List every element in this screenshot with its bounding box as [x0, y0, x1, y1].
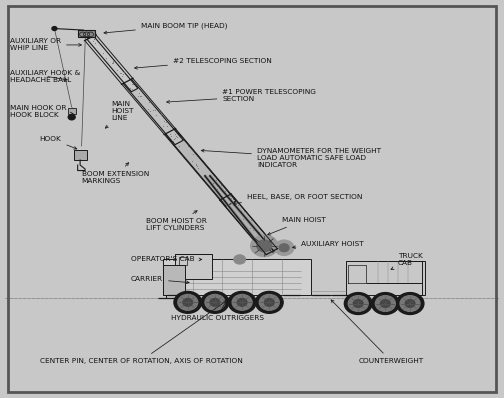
FancyBboxPatch shape — [78, 30, 95, 37]
Text: BOOM EXTENSION
MARKINGS: BOOM EXTENSION MARKINGS — [82, 163, 149, 184]
Circle shape — [396, 293, 424, 314]
Circle shape — [174, 291, 202, 313]
FancyBboxPatch shape — [74, 150, 87, 160]
FancyBboxPatch shape — [68, 108, 76, 114]
Text: MAIN HOIST: MAIN HOIST — [268, 217, 326, 235]
Text: DYNAMOMETER FOR THE WEIGHT
LOAD AUTOMATIC SAFE LOAD
INDICATOR: DYNAMOMETER FOR THE WEIGHT LOAD AUTOMATI… — [201, 148, 381, 168]
Circle shape — [234, 255, 245, 264]
Circle shape — [205, 295, 225, 310]
Text: MAIN BOOM TIP (HEAD): MAIN BOOM TIP (HEAD) — [104, 22, 227, 34]
Circle shape — [201, 291, 229, 313]
Circle shape — [274, 240, 294, 256]
Circle shape — [52, 27, 57, 31]
Text: #2 TELESCOPING SECTION: #2 TELESCOPING SECTION — [135, 58, 272, 69]
Circle shape — [375, 296, 395, 311]
Text: TRUCK
CAB: TRUCK CAB — [391, 253, 422, 269]
Polygon shape — [220, 194, 278, 255]
Polygon shape — [123, 79, 183, 144]
Text: HYDRAULIC OUTRIGGERS: HYDRAULIC OUTRIGGERS — [170, 298, 264, 321]
Circle shape — [344, 293, 372, 314]
Text: AUXILIARY HOIST: AUXILIARY HOIST — [293, 241, 364, 249]
Text: CENTER PIN, CENTER OF ROTATION, AXIS OF ROTATION: CENTER PIN, CENTER OF ROTATION, AXIS OF … — [40, 300, 242, 364]
Text: CARRIER: CARRIER — [131, 276, 189, 284]
Text: AUXILIARY OR
WHIP LINE: AUXILIARY OR WHIP LINE — [10, 39, 82, 51]
FancyBboxPatch shape — [175, 254, 213, 279]
Polygon shape — [165, 129, 236, 206]
FancyBboxPatch shape — [163, 259, 311, 295]
Circle shape — [210, 298, 220, 306]
Text: BOOM HOIST OR
LIFT CYLINDERS: BOOM HOIST OR LIFT CYLINDERS — [146, 211, 207, 231]
Circle shape — [260, 295, 279, 310]
Polygon shape — [87, 36, 138, 92]
Text: HOOK: HOOK — [40, 136, 77, 149]
Circle shape — [250, 235, 278, 257]
Circle shape — [348, 296, 368, 311]
Text: AUXILIARY HOOK &
HEADACHE BALL: AUXILIARY HOOK & HEADACHE BALL — [10, 70, 80, 83]
Circle shape — [257, 240, 272, 252]
Circle shape — [68, 114, 75, 120]
FancyBboxPatch shape — [346, 261, 425, 295]
Circle shape — [353, 300, 363, 307]
Circle shape — [279, 244, 289, 252]
Circle shape — [178, 295, 198, 310]
Circle shape — [405, 300, 415, 307]
Text: COUNTERWEIGHT: COUNTERWEIGHT — [331, 300, 423, 364]
Text: #1 POWER TELESCOPING
SECTION: #1 POWER TELESCOPING SECTION — [167, 89, 316, 103]
Circle shape — [237, 298, 247, 306]
Circle shape — [228, 291, 256, 313]
Text: MAIN HOOK OR
HOOK BLOCK: MAIN HOOK OR HOOK BLOCK — [10, 105, 73, 118]
Text: HEEL, BASE, OR FOOT SECTION: HEEL, BASE, OR FOOT SECTION — [233, 194, 362, 205]
Text: MAIN
HOIST
LINE: MAIN HOIST LINE — [105, 101, 134, 128]
Circle shape — [256, 291, 283, 313]
Circle shape — [371, 293, 399, 314]
Circle shape — [265, 298, 274, 306]
Circle shape — [232, 295, 252, 310]
Circle shape — [183, 298, 193, 306]
Text: OPERATOR'S CAB: OPERATOR'S CAB — [131, 256, 202, 262]
Circle shape — [381, 300, 390, 307]
FancyBboxPatch shape — [163, 265, 185, 295]
Circle shape — [400, 296, 420, 311]
